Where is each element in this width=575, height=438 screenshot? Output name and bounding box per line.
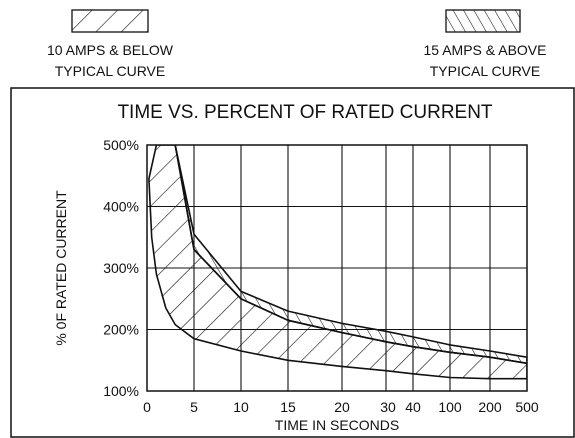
y-tick-label: 300% bbox=[103, 260, 139, 276]
plot-area-border bbox=[146, 144, 528, 392]
x-axis-label: TIME IN SECONDS bbox=[275, 417, 399, 433]
x-tick-label: 200 bbox=[478, 399, 502, 415]
x-tick-label: 0 bbox=[143, 399, 151, 415]
y-tick-labels: 100% 200% 300% 400% 500% bbox=[103, 137, 139, 399]
series-band-15-amps-above bbox=[174, 145, 527, 365]
y-tick-label: 200% bbox=[103, 322, 139, 338]
y-tick-label: 400% bbox=[103, 199, 139, 215]
legend-label-line2: TYPICAL CURVE bbox=[430, 63, 540, 79]
legend: 10 AMPS & BELOW TYPICAL CURVE 15 AMPS & … bbox=[47, 9, 547, 79]
chart-title: TIME VS. PERCENT OF RATED CURRENT bbox=[117, 102, 492, 123]
x-tick-label: 100 bbox=[438, 399, 462, 415]
y-axis-label: % 0F RATED CURRENT bbox=[53, 190, 69, 346]
legend-label-line1: 10 AMPS & BELOW bbox=[47, 42, 174, 58]
legend-item-15-amps: 15 AMPS & ABOVE TYPICAL CURVE bbox=[424, 9, 547, 79]
legend-label-line2: TYPICAL CURVE bbox=[55, 63, 165, 79]
x-tick-label: 15 bbox=[280, 399, 296, 415]
x-tick-label: 20 bbox=[334, 399, 350, 415]
x-tick-label: 5 bbox=[190, 399, 198, 415]
legend-swatch-forward-hatch bbox=[71, 9, 149, 33]
legend-item-10-amps: 10 AMPS & BELOW TYPICAL CURVE bbox=[47, 9, 174, 79]
chart-frame bbox=[10, 87, 575, 438]
y-tick-label: 100% bbox=[103, 383, 139, 399]
series-areas bbox=[148, 145, 527, 380]
x-tick-label: 40 bbox=[405, 399, 421, 415]
x-tick-label: 30 bbox=[380, 399, 396, 415]
x-tick-labels: 0 5 10 15 20 30 40 100 200 500 bbox=[143, 399, 539, 415]
legend-swatch-back-hatch bbox=[445, 9, 521, 33]
x-tick-label: 10 bbox=[233, 399, 249, 415]
y-tick-label: 500% bbox=[103, 137, 139, 153]
legend-label-line1: 15 AMPS & ABOVE bbox=[424, 42, 547, 58]
x-tick-label: 500 bbox=[515, 399, 539, 415]
